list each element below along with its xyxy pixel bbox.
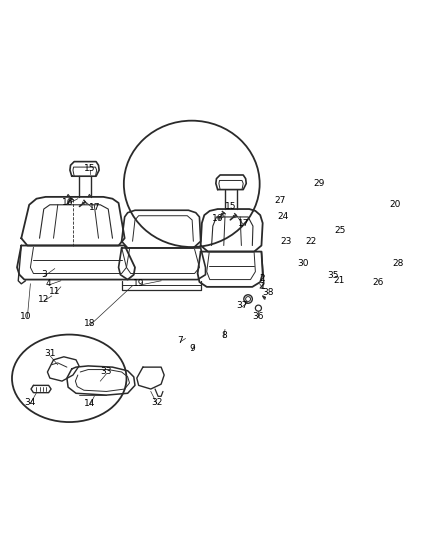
Text: 15: 15 (84, 164, 96, 173)
Text: 4: 4 (46, 279, 51, 288)
Text: 16: 16 (62, 198, 74, 207)
Text: 1: 1 (261, 282, 266, 292)
Text: 16: 16 (212, 214, 223, 223)
Text: 17: 17 (237, 219, 249, 228)
Text: 38: 38 (262, 288, 273, 297)
Text: 28: 28 (392, 259, 404, 268)
Text: 14: 14 (84, 399, 95, 408)
Text: 31: 31 (44, 349, 56, 358)
Text: 34: 34 (25, 398, 36, 407)
Text: 36: 36 (253, 312, 264, 320)
Text: 3: 3 (41, 270, 47, 279)
Text: 32: 32 (151, 398, 162, 407)
Text: 15: 15 (225, 202, 237, 211)
Text: 22: 22 (306, 237, 317, 246)
Text: 33: 33 (101, 367, 112, 376)
Text: 20: 20 (389, 200, 401, 209)
Text: 29: 29 (314, 179, 325, 188)
Text: 19: 19 (133, 279, 145, 288)
Text: 18: 18 (84, 319, 96, 328)
Text: 9: 9 (189, 344, 195, 353)
Text: 10: 10 (20, 312, 31, 320)
Text: 35: 35 (328, 271, 339, 280)
Text: 23: 23 (280, 237, 291, 246)
Text: 25: 25 (335, 227, 346, 236)
Text: 24: 24 (277, 213, 288, 221)
Text: 27: 27 (274, 196, 286, 205)
Text: 2: 2 (260, 274, 265, 283)
Text: 26: 26 (372, 278, 384, 287)
Text: 7: 7 (177, 336, 183, 345)
Text: 11: 11 (49, 287, 60, 296)
Text: 17: 17 (88, 203, 100, 212)
Text: 12: 12 (38, 295, 49, 303)
Text: 8: 8 (221, 331, 226, 340)
Text: 37: 37 (236, 301, 248, 310)
Text: 30: 30 (297, 259, 308, 268)
Text: 21: 21 (334, 276, 345, 285)
